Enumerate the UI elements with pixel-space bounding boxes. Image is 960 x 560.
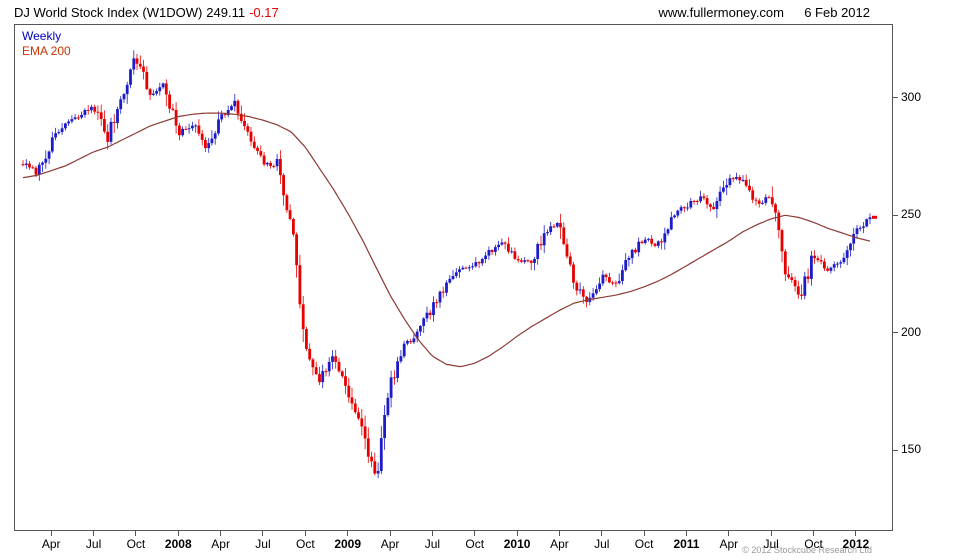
x-axis-tick [685,531,687,536]
x-axis-label: Oct [804,537,823,551]
x-axis-label: Oct [126,537,146,551]
x-axis-label: 2012 [842,537,870,551]
candlestick-chart [21,50,877,479]
x-axis-label: 2011 [673,537,700,551]
x-axis-tick [601,531,603,536]
x-axis-label: Jul [85,537,102,551]
x-axis-tick [93,531,95,536]
x-axis-tick [728,531,730,536]
x-axis-tick [431,531,433,536]
x-axis-label: Jul [255,537,271,551]
x-axis-label: Oct [465,537,485,551]
y-axis-tick [893,214,898,216]
x-axis-label: Oct [295,537,315,551]
x-axis-label: Apr [211,537,230,551]
y-axis-label: 200 [901,324,922,339]
chart-legend: Weekly EMA 200 [22,29,71,59]
y-axis-label: 150 [901,442,922,457]
x-axis-label: Apr [41,537,61,551]
x-axis-tick [643,531,645,536]
x-axis-tick [220,531,222,536]
price-change: -0.17 [249,5,279,20]
x-axis-label: Oct [634,537,654,551]
x-axis-tick [516,531,518,536]
x-axis-label: Apr [380,537,400,551]
x-axis-tick [813,531,815,536]
x-axis-label: 2010 [503,537,531,551]
copyright-notice: © 2012 Stockcube Research Ltd [742,545,872,555]
x-axis-label: 2009 [334,537,362,551]
y-axis-tick [893,449,898,451]
x-axis-tick [262,531,264,536]
x-axis-label: Apr [719,537,739,551]
x-axis-label: 2008 [164,537,192,551]
site-url: www.fullermoney.com [658,5,784,20]
x-axis-tick [389,531,391,536]
y-axis-label: 250 [901,207,922,222]
x-axis-tick [304,531,306,536]
x-axis-tick [770,531,772,536]
legend-weekly-label: Weekly [22,29,62,43]
instrument-name: DJ World Stock Index (W1DOW) [14,5,203,20]
x-axis-label: Jul [763,537,779,551]
y-axis-label: 300 [901,89,922,104]
legend-ema-label: EMA 200 [22,44,71,58]
x-axis-tick [347,531,349,536]
y-axis-tick [893,332,898,334]
plot-area [14,24,893,531]
last-price: 249.11 [206,5,246,20]
x-axis-tick [135,531,137,536]
x-axis-label: Apr [550,537,569,551]
x-axis-tick [177,531,179,536]
chart-title: DJ World Stock Index (W1DOW) 249.11 -0.17 [14,5,283,20]
x-axis-tick [50,531,52,536]
y-axis-tick [893,97,898,99]
x-axis-label: Jul [424,537,441,551]
x-axis-label: Jul [594,537,610,551]
x-axis-tick [855,531,857,536]
x-axis-tick [558,531,560,536]
chart-date: 6 Feb 2012 [804,5,870,20]
x-axis-tick [474,531,476,536]
